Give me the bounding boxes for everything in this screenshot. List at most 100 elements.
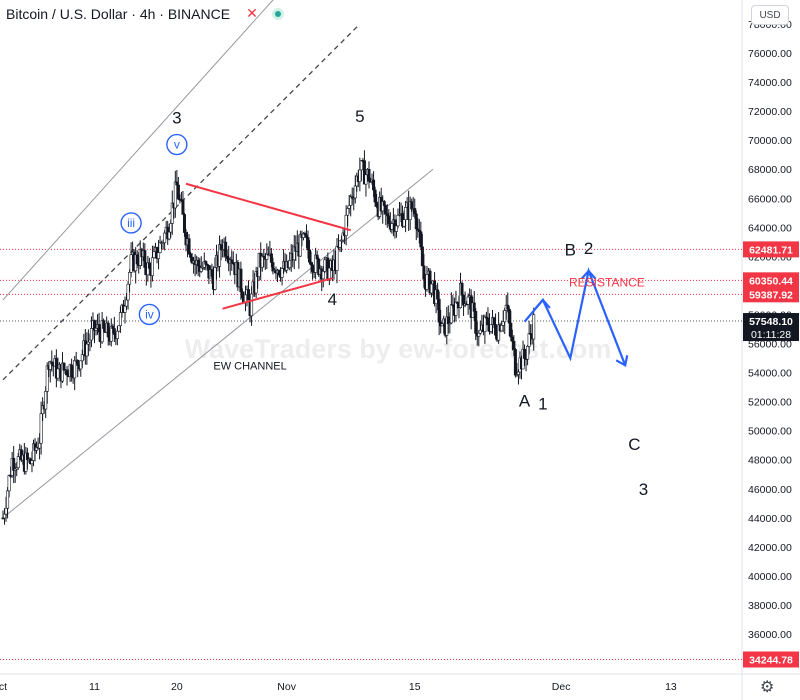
candle-body [449, 304, 453, 324]
candle-body [240, 291, 244, 299]
candle-body [428, 270, 432, 294]
candle-body [353, 185, 357, 199]
candle-body [510, 336, 514, 342]
candle-body [62, 362, 66, 371]
x-tick-label: 15 [409, 681, 421, 693]
candle-body [65, 369, 69, 376]
candle-body [367, 169, 371, 182]
candle-body [196, 260, 200, 267]
candle-body [501, 321, 505, 326]
candle-body [129, 254, 133, 273]
forecast-arrowhead [580, 269, 597, 280]
candle-body [472, 302, 476, 312]
price-label-text: 34244.78 [749, 654, 793, 666]
price-label-text: 62481.71 [749, 244, 793, 256]
candle-body [205, 264, 209, 266]
candle-body [526, 346, 530, 360]
wave-circle-marker [138, 303, 161, 326]
candle-body [271, 262, 275, 272]
candle-body [308, 249, 312, 263]
candle-body [346, 208, 350, 216]
x-tick-label: Dec [552, 681, 571, 693]
candle-body [404, 207, 408, 220]
candle-body [516, 371, 520, 375]
candle-body [73, 360, 77, 379]
candle-body [311, 264, 315, 272]
candle-body [167, 231, 171, 240]
candle-body [460, 282, 464, 296]
y-tick-label: 56000.00 [748, 339, 792, 351]
gear-icon[interactable]: ⚙ [760, 679, 775, 696]
x-tick-label: ct [0, 681, 7, 693]
price-label-box [743, 651, 799, 668]
candle-body [382, 201, 386, 206]
candle-body [385, 213, 389, 217]
candle-body [454, 302, 458, 316]
candle-body [384, 205, 388, 214]
candle-body [94, 328, 98, 331]
candle-body [387, 215, 391, 224]
candle-body [173, 181, 177, 209]
y-tick-label: 44000.00 [748, 513, 792, 525]
wave-label: iii [127, 216, 135, 230]
candle-body [288, 260, 292, 268]
candle-body [85, 343, 89, 357]
x-tick-label: 13 [665, 681, 677, 693]
candle-body [158, 242, 162, 253]
candle-body [523, 348, 527, 359]
candle-body [277, 269, 281, 276]
candle-body [474, 311, 478, 334]
candle-body [204, 261, 208, 265]
candle-body [181, 199, 185, 215]
y-tick-label: 42000.00 [748, 542, 792, 554]
candle-body [347, 205, 351, 209]
channel-mid-line [2, 23, 361, 381]
candle-body [265, 253, 269, 260]
candle-body [152, 251, 156, 259]
candle-body [118, 312, 122, 326]
candle-body [126, 283, 130, 301]
candle-body [250, 293, 254, 317]
channel-upper-line [2, 0, 274, 301]
wave-label: 3 [639, 480, 648, 499]
candle-body [86, 341, 90, 345]
live-dot-icon [271, 7, 284, 20]
close-icon[interactable]: ✕ [246, 5, 258, 21]
chart-annotation: RESISTANCE [569, 276, 645, 290]
candle-body [231, 262, 235, 264]
y-tick-label: 66000.00 [748, 193, 792, 205]
candle-body [503, 310, 507, 323]
y-tick-label: 54000.00 [748, 368, 792, 380]
candle-body [344, 214, 348, 236]
currency-button[interactable]: USD [751, 5, 789, 25]
candle-body [436, 289, 440, 300]
wave-label: 5 [355, 107, 364, 126]
candle-body [269, 253, 273, 263]
y-tick-label: 72000.00 [748, 106, 792, 118]
current-price-text: 57548.10 [749, 316, 793, 328]
candle-body [507, 308, 511, 324]
candle-body [500, 325, 504, 332]
candle-body [213, 267, 217, 290]
y-tick-label: 74000.00 [748, 77, 792, 89]
candle-body [509, 322, 513, 338]
channel-lower-line [2, 168, 434, 519]
candle-body [112, 328, 116, 335]
candle-body [321, 271, 325, 280]
candle-body [25, 452, 29, 461]
candle-body [30, 460, 34, 465]
candle-body [76, 359, 80, 366]
y-tick-label: 36000.00 [748, 629, 792, 641]
wave-label: C [628, 435, 640, 454]
candle-body [419, 231, 423, 248]
candle-body [230, 259, 234, 263]
candle-body [440, 323, 444, 327]
forecast-arrowhead [535, 298, 551, 309]
candle-body [425, 274, 429, 290]
candle-body [513, 349, 517, 376]
candle-body [135, 254, 139, 265]
candle-body [109, 325, 113, 342]
candle-body [420, 246, 424, 267]
candle-body [182, 214, 186, 233]
